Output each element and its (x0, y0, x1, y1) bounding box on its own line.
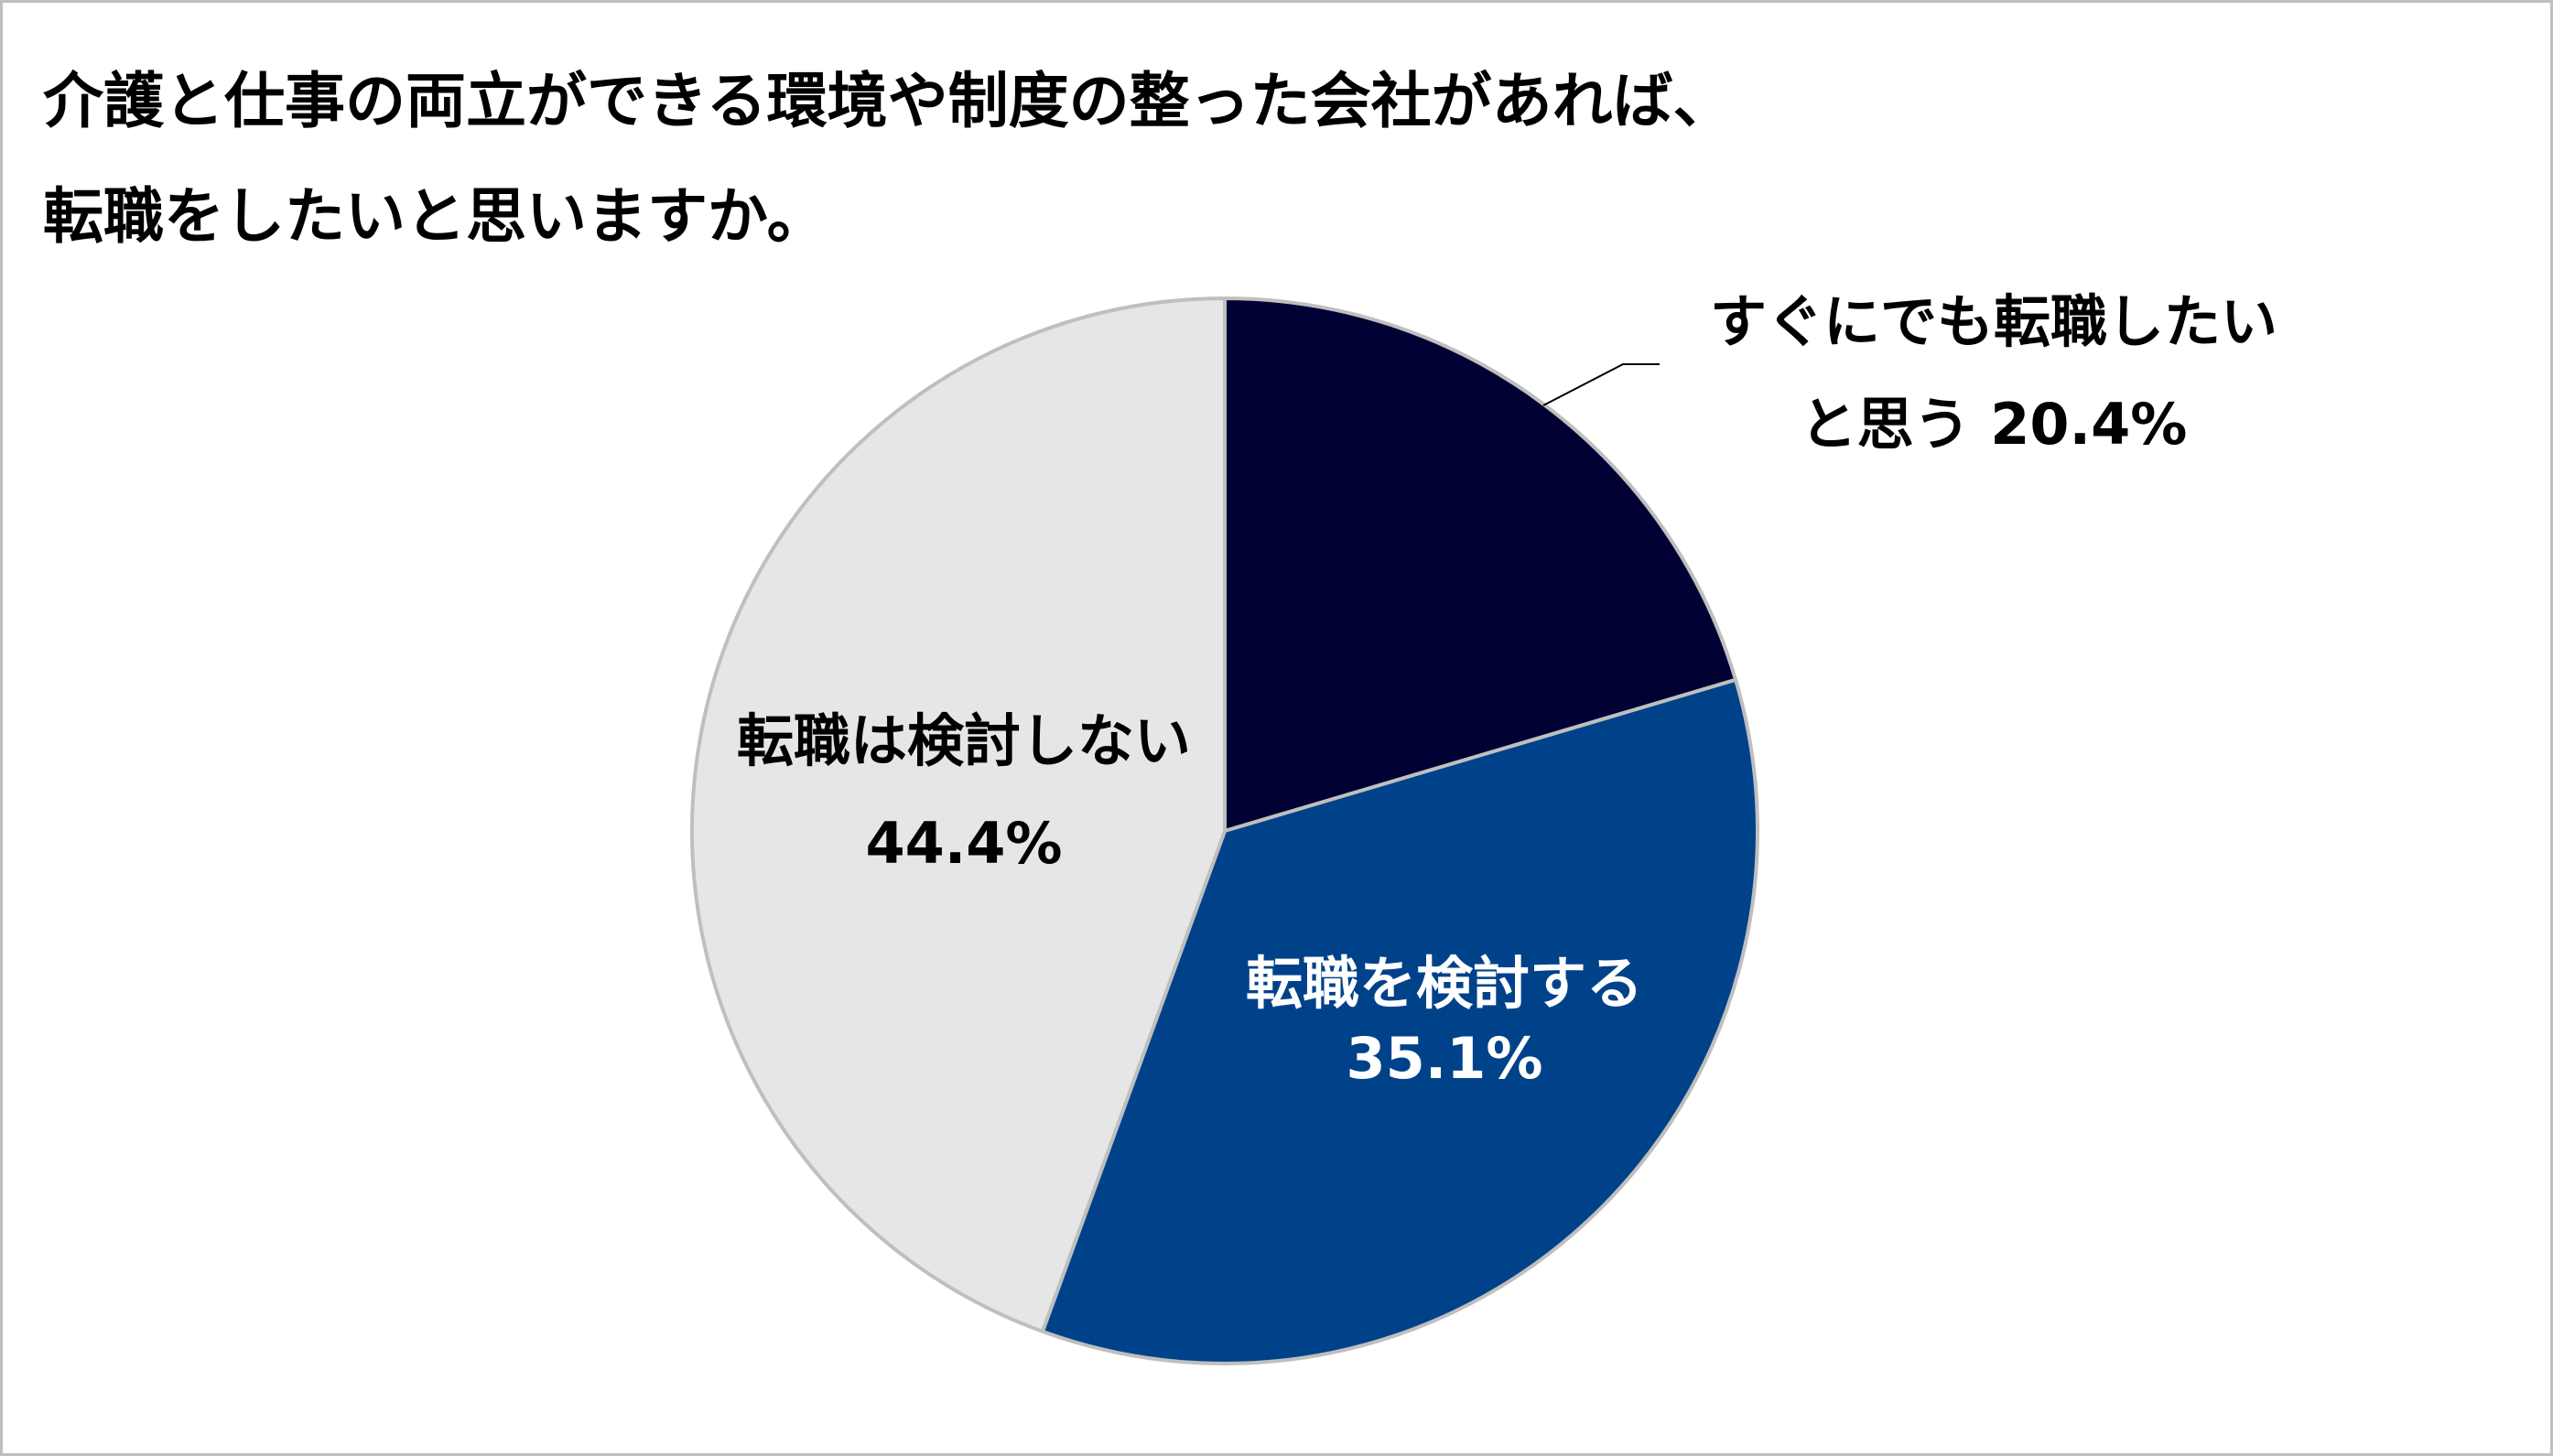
pie-slices (690, 297, 1759, 1365)
slice-label-3: 転職は検討しない 44.4% (737, 707, 1191, 877)
slice-label-2-line-2: 35.1% (1346, 1025, 1542, 1092)
slice-label-1-line-1: すぐにでも転職したい (1710, 288, 2277, 355)
slice-label-3-line-1: 転職は検討しない (737, 707, 1191, 774)
leader-line-1 (1542, 363, 1660, 406)
pie-slice-3 (690, 297, 1227, 1333)
leader-lines (1542, 363, 1660, 406)
chart-title-line-1: 介護と仕事の両立ができる環境や制度の整った会社があれば、 (43, 66, 1734, 136)
pie-chart: すぐにでも転職したいと思う 20.4% 転職を検討する 35.1% 転職は検討しない 4… (690, 288, 2277, 1365)
slice-label-2: 転職を検討する 35.1% (1246, 950, 1643, 1092)
slice-label-1-line-2: と思う 20.4% (1801, 391, 2188, 458)
pie-slice-1 (1223, 297, 1738, 833)
slice-label-3-line-2: 44.4% (865, 810, 1062, 877)
chart-title-line-2: 転職をしたいと思いますか。 (43, 181, 828, 252)
slice-label-1: すぐにでも転職したいと思う 20.4% (1710, 288, 2277, 458)
slice-label-2-line-1: 転職を検討する (1246, 950, 1643, 1017)
slice-labels: すぐにでも転職したいと思う 20.4% 転職を検討する 35.1% 転職は検討しない 4… (737, 288, 2277, 1092)
pie-slice-2 (1040, 677, 1759, 1365)
